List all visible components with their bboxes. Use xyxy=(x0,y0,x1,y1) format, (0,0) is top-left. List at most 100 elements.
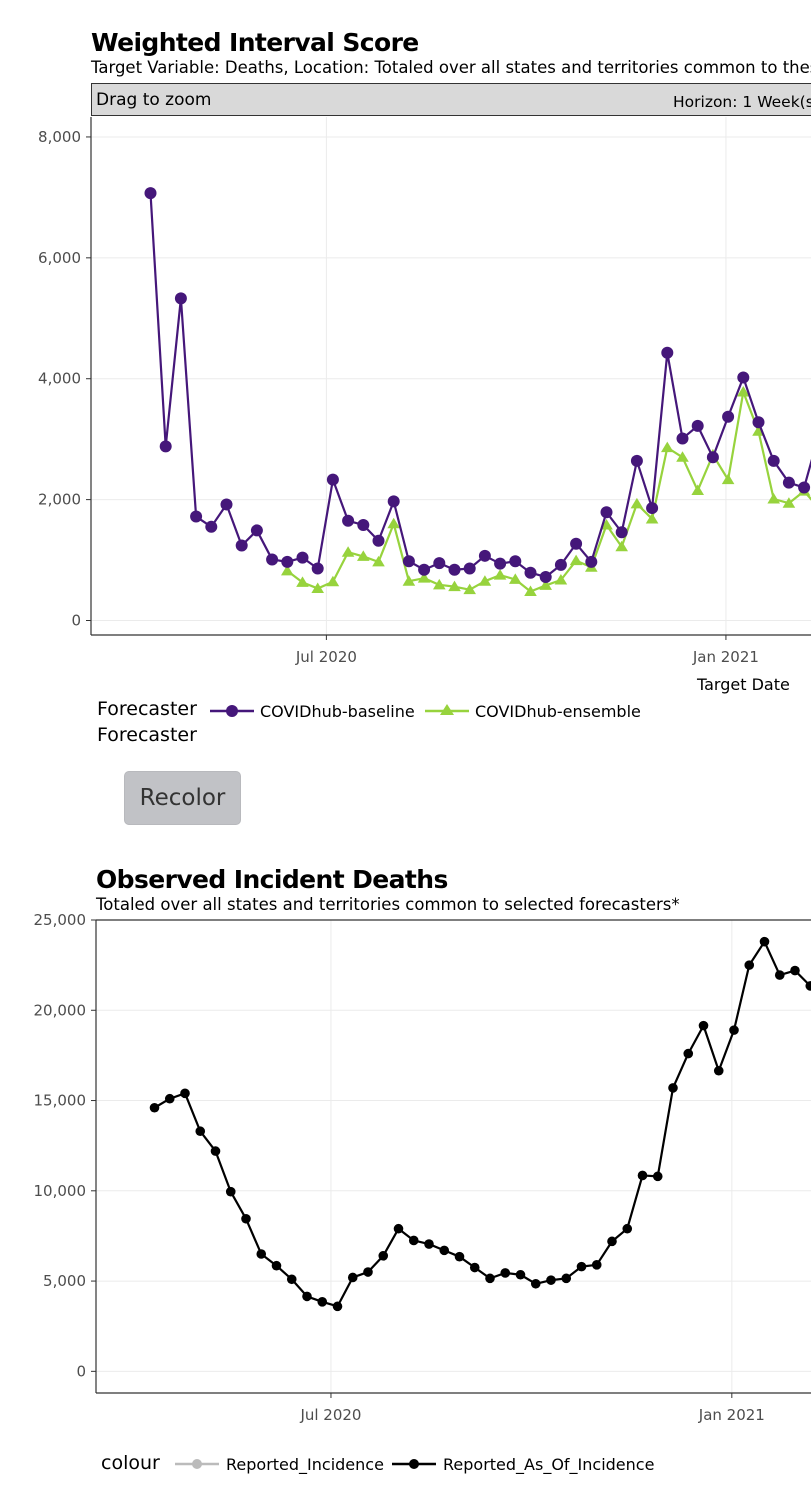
legend-key-ensemble xyxy=(425,704,469,715)
data-point-COVIDhub-baseline xyxy=(250,524,263,537)
data-point-COVIDhub-baseline xyxy=(235,539,248,552)
data-point-Reported_As_Of_Incidence xyxy=(713,1065,724,1076)
observed-title: Observed Incident Deaths xyxy=(96,865,448,894)
data-point-COVIDhub-baseline xyxy=(311,562,324,575)
data-point-COVIDhub-ensemble xyxy=(433,578,446,590)
data-point-COVIDhub-ensemble xyxy=(478,575,492,586)
data-point-COVIDhub-baseline xyxy=(448,563,461,576)
plot-panel xyxy=(91,117,811,635)
data-point-Reported_As_Of_Incidence xyxy=(408,1235,419,1246)
y-tick-label: 2,000 xyxy=(38,491,81,509)
data-point-COVIDhub-ensemble xyxy=(357,550,370,561)
y-tick-label: 5,000 xyxy=(43,1272,86,1290)
data-point-Reported_As_Of_Incidence xyxy=(485,1273,495,1284)
data-point-COVIDhub-ensemble xyxy=(600,518,613,530)
data-point-COVIDhub-baseline xyxy=(691,419,704,432)
data-point-Reported_As_Of_Incidence xyxy=(302,1291,312,1302)
data-point-Reported_As_Of_Incidence xyxy=(225,1186,236,1197)
data-point-Reported_As_Of_Incidence xyxy=(378,1250,389,1261)
data-point-Reported_As_Of_Incidence xyxy=(149,1102,160,1113)
data-point-COVIDhub-ensemble xyxy=(782,497,796,508)
data-point-COVIDhub-baseline xyxy=(296,551,309,564)
wis-plot[interactable]: 0 2,000 4,000 6,000 8,000 Jul 2020 Jan 2021 xyxy=(0,0,811,700)
legend-key-as-of xyxy=(392,1459,436,1469)
data-point-Reported_As_Of_Incidence xyxy=(515,1269,526,1280)
y-tick-label: 25,000 xyxy=(34,911,87,929)
data-point-COVIDhub-ensemble xyxy=(281,564,294,576)
data-point-COVIDhub-ensemble xyxy=(630,497,644,509)
data-point-Reported_As_Of_Incidence xyxy=(210,1146,221,1156)
data-point-COVIDhub-baseline xyxy=(752,416,765,429)
data-point-COVIDhub-baseline xyxy=(570,537,583,550)
data-point-Reported_As_Of_Incidence xyxy=(164,1093,175,1104)
data-point-Reported_As_Of_Incidence xyxy=(180,1088,190,1099)
data-point-Reported_As_Of_Incidence xyxy=(729,1025,739,1035)
facet-label: Horizon: 1 Week(s xyxy=(673,93,811,111)
data-point-COVIDhub-ensemble xyxy=(554,573,568,585)
data-point-COVIDhub-ensemble xyxy=(676,451,689,462)
legend-key-reported xyxy=(175,1459,219,1469)
data-point-Reported_As_Of_Incidence xyxy=(607,1236,617,1247)
data-point-Reported_As_Of_Incidence xyxy=(271,1260,282,1271)
data-point-COVIDhub-ensemble xyxy=(326,575,340,587)
data-point-COVIDhub-ensemble xyxy=(737,386,750,397)
data-point-Reported_As_Of_Incidence xyxy=(256,1249,267,1259)
data-point-COVIDhub-ensemble xyxy=(661,441,674,453)
data-point-COVIDhub-ensemble xyxy=(569,554,583,566)
wis-title: Weighted Interval Score xyxy=(91,28,419,57)
wis-subtitle: Target Variable: Deaths, Location: Total… xyxy=(91,58,811,77)
data-point-COVIDhub-baseline xyxy=(342,514,355,527)
zoom-hint: Drag to zoom xyxy=(96,90,212,110)
data-point-Reported_As_Of_Incidence xyxy=(668,1083,678,1093)
data-point-Reported_As_Of_Incidence xyxy=(454,1251,465,1262)
recolor-button[interactable]: Recolor xyxy=(124,771,241,825)
data-point-Reported_As_Of_Incidence xyxy=(347,1272,358,1283)
data-point-COVIDhub-baseline xyxy=(630,454,643,467)
data-point-COVIDhub-ensemble xyxy=(463,583,476,595)
y-tick-label: 10,000 xyxy=(34,1182,87,1200)
data-point-COVIDhub-baseline xyxy=(554,558,567,571)
data-point-COVIDhub-baseline xyxy=(144,187,157,200)
data-point-Reported_As_Of_Incidence xyxy=(317,1297,328,1307)
data-point-COVIDhub-baseline xyxy=(615,526,628,539)
legend-label-as-of: Reported_As_Of_Incidence xyxy=(443,1455,655,1474)
data-point-Reported_As_Of_Incidence xyxy=(774,970,785,980)
wis-legend-title: Forecaster xyxy=(97,698,197,720)
data-point-COVIDhub-baseline xyxy=(661,346,674,359)
data-point-Reported_As_Of_Incidence xyxy=(652,1171,663,1182)
series-group xyxy=(144,187,811,596)
y-tick-label: 15,000 xyxy=(34,1092,87,1110)
data-point-COVIDhub-ensemble xyxy=(448,580,461,592)
data-point-COVIDhub-baseline xyxy=(159,440,172,453)
data-point-COVIDhub-baseline xyxy=(463,562,476,575)
data-point-COVIDhub-ensemble xyxy=(645,512,659,524)
data-point-COVIDhub-baseline xyxy=(433,557,446,570)
data-point-Reported_As_Of_Incidence xyxy=(790,965,800,976)
observed-legend-title: colour xyxy=(101,1452,160,1474)
data-point-COVIDhub-ensemble xyxy=(341,546,355,557)
data-point-COVIDhub-baseline xyxy=(524,566,537,579)
data-point-COVIDhub-baseline xyxy=(539,570,552,583)
y-tick-label: 6,000 xyxy=(38,249,81,267)
data-point-Reported_As_Of_Incidence xyxy=(683,1048,694,1059)
x-tick-label: Jul 2020 xyxy=(295,648,357,666)
observed-subtitle: Totaled over all states and territories … xyxy=(96,895,680,914)
data-point-COVIDhub-baseline xyxy=(387,495,400,508)
data-point-COVIDhub-baseline xyxy=(676,432,689,445)
data-point-Reported_As_Of_Incidence xyxy=(561,1273,572,1284)
legend-label-reported: Reported_Incidence xyxy=(226,1455,384,1474)
data-point-COVIDhub-baseline xyxy=(205,520,218,533)
facet-strip: Drag to zoom Horizon: 1 Week(s xyxy=(91,83,811,116)
data-point-COVIDhub-ensemble xyxy=(311,582,324,593)
y-tick-label: 8,000 xyxy=(38,128,81,146)
data-point-COVIDhub-baseline xyxy=(478,549,491,562)
data-point-COVIDhub-baseline xyxy=(326,473,339,486)
data-point-COVIDhub-baseline xyxy=(782,476,795,489)
data-point-COVIDhub-ensemble xyxy=(372,555,385,567)
data-point-COVIDhub-baseline xyxy=(737,371,750,384)
legend-key-baseline xyxy=(210,705,254,717)
y-tick-label: 0 xyxy=(71,611,81,629)
data-point-COVIDhub-baseline xyxy=(372,534,385,547)
legend-label-baseline: COVIDhub-baseline xyxy=(260,702,415,721)
